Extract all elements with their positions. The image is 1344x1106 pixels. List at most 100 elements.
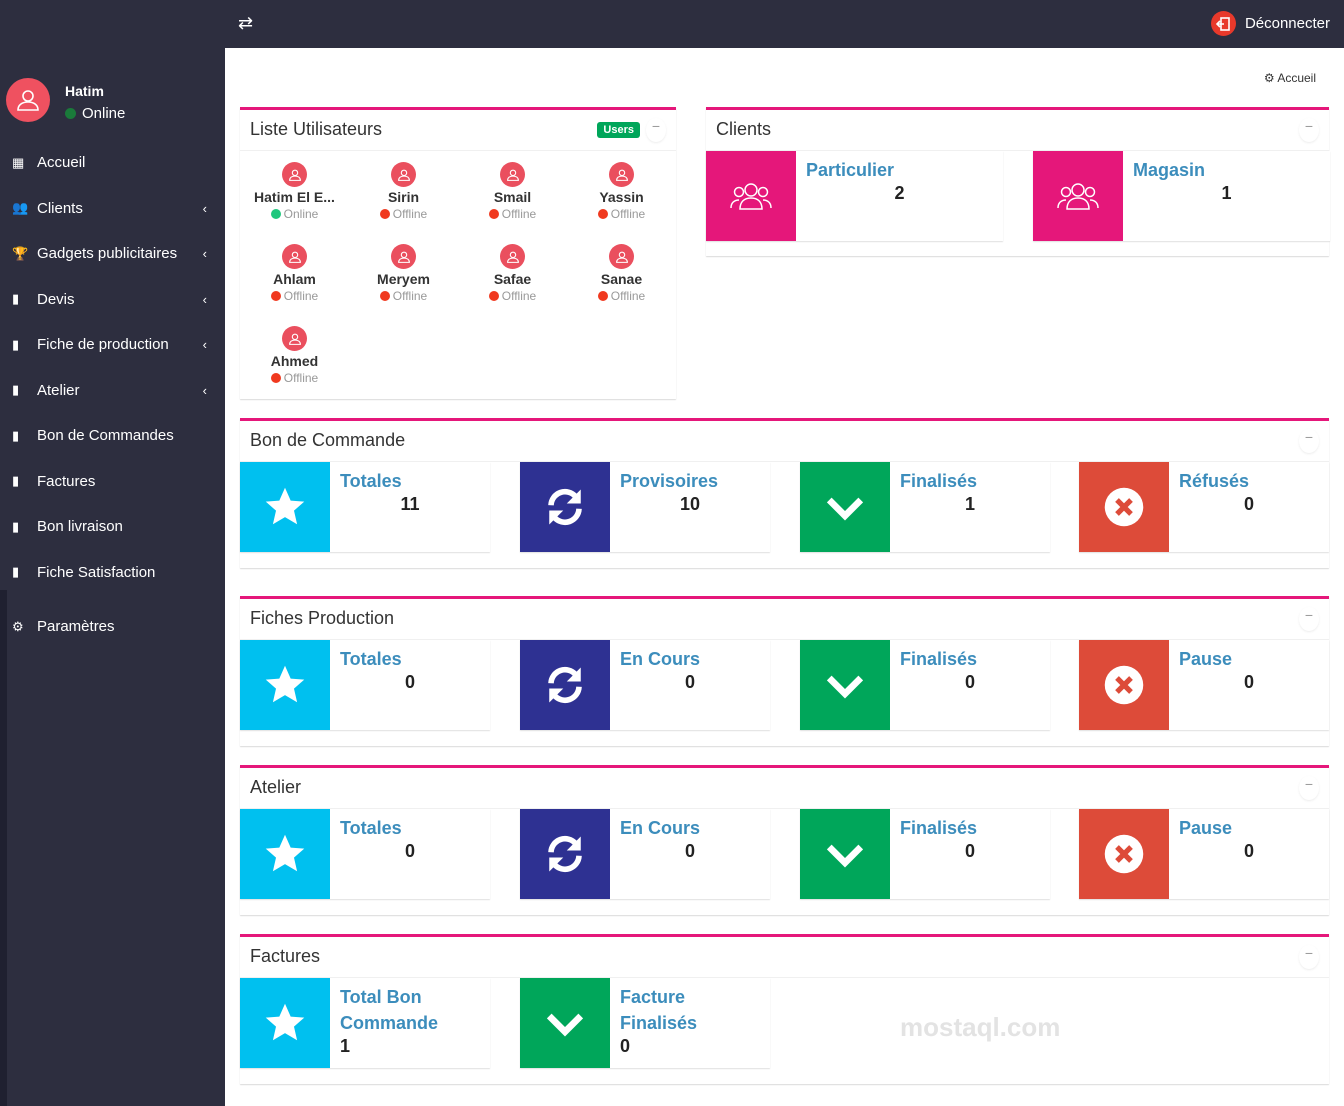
- user-card[interactable]: Hatim El E... Online: [240, 159, 349, 241]
- sidebar-item-accueil[interactable]: ▦ Accueil: [0, 140, 225, 186]
- info-box-value: 0: [964, 841, 975, 861]
- sidebar-item-label: Fiche de production: [37, 336, 169, 354]
- user-avatar-icon: [500, 244, 525, 269]
- user-status: Online: [82, 105, 126, 122]
- info-box-value: 0: [1243, 494, 1254, 514]
- th-icon: ▦: [12, 154, 25, 170]
- info-box[interactable]: Finalisés 1: [800, 462, 1050, 552]
- info-box[interactable]: Réfusés 0: [1079, 462, 1329, 552]
- box-title: Clients: [716, 119, 772, 139]
- star-icon: [240, 462, 330, 552]
- check-icon: [520, 978, 610, 1068]
- info-box-value: 2: [894, 183, 905, 203]
- user-avatar-icon: [282, 326, 307, 351]
- info-box[interactable]: Magasin 1: [1033, 151, 1330, 241]
- info-box[interactable]: Provisoires 10: [520, 462, 770, 552]
- collapse-button[interactable]: −: [1299, 776, 1319, 800]
- info-box-value: 0: [684, 672, 695, 692]
- info-box-label: Finalisés: [900, 471, 978, 491]
- info-box[interactable]: Pause 0: [1079, 640, 1329, 730]
- collapse-button[interactable]: −: [1299, 607, 1319, 631]
- info-box-label: Finalisés: [900, 818, 978, 838]
- collapse-button[interactable]: −: [1299, 429, 1319, 453]
- sidebar-item-factures[interactable]: ▮ Factures: [0, 459, 225, 505]
- user-card[interactable]: Sirin Offline: [349, 159, 458, 241]
- info-box-label: Provisoires: [620, 471, 719, 491]
- user-card[interactable]: Ahlam Offline: [240, 241, 349, 323]
- check-icon: [800, 462, 890, 552]
- trophy-icon: 🏆: [12, 245, 29, 261]
- logout-button[interactable]: Déconnecter: [1210, 11, 1330, 36]
- online-status-icon: [65, 108, 76, 119]
- collapse-button[interactable]: −: [1299, 945, 1319, 969]
- user-card[interactable]: Meryem Offline: [349, 241, 458, 323]
- sidebar-item-devis[interactable]: ▮ Devis ‹: [0, 277, 225, 323]
- user-name: Sirin: [387, 189, 420, 205]
- star-icon: [240, 809, 330, 899]
- refresh-icon: [520, 640, 610, 730]
- dashboard-icon: ⚙: [1263, 71, 1275, 85]
- info-box[interactable]: Totales 0: [240, 809, 490, 899]
- info-box[interactable]: En Cours 0: [520, 809, 770, 899]
- check-icon: [800, 640, 890, 730]
- info-box-value: 0: [1243, 841, 1254, 861]
- chevron-left-icon: ‹: [202, 291, 207, 307]
- chevron-left-icon: ‹: [202, 337, 207, 353]
- user-status: Offline: [392, 289, 428, 303]
- sidebar-toggle-icon[interactable]: ⇄: [238, 13, 254, 33]
- sidebar-item-label: Clients: [37, 199, 83, 217]
- sidebar-item-label: Factures: [37, 472, 96, 490]
- user-avatar-icon: [282, 244, 307, 269]
- user-card[interactable]: Smail Offline: [458, 159, 567, 241]
- status-dot-icon: [270, 291, 281, 301]
- info-box[interactable]: Pause 0: [1079, 809, 1329, 899]
- collapse-button[interactable]: −: [646, 118, 666, 142]
- file-icon: ▮: [12, 564, 20, 580]
- breadcrumb[interactable]: ⚙ Accueil: [1264, 71, 1316, 85]
- user-card[interactable]: Safae Offline: [458, 241, 567, 323]
- sidebar-item-bon-de-commandes[interactable]: ▮ Bon de Commandes: [0, 413, 225, 459]
- user-name: Hatim: [65, 83, 104, 99]
- user-panel: Hatim Online: [6, 78, 125, 122]
- info-box[interactable]: Particulier 2: [706, 151, 1003, 241]
- sidebar-item-bon-livraison[interactable]: ▮ Bon livraison: [0, 504, 225, 550]
- file-icon: ▮: [12, 291, 20, 307]
- sidebar-item-atelier[interactable]: ▮ Atelier ‹: [0, 368, 225, 414]
- sidebar-edge: [0, 590, 7, 1106]
- file-icon: ▮: [12, 336, 20, 352]
- sidebar-item-fiche-satisfaction[interactable]: ▮ Fiche Satisfaction: [0, 550, 225, 596]
- box-title: Factures: [250, 946, 321, 966]
- user-status: Offline: [501, 207, 537, 221]
- sidebar-item-param-tres[interactable]: ⚙ Paramètres: [0, 604, 225, 650]
- info-box[interactable]: Finalisés 0: [800, 809, 1050, 899]
- collapse-button[interactable]: −: [1299, 118, 1319, 142]
- info-box[interactable]: Totales 0: [240, 640, 490, 730]
- user-card[interactable]: Yassin Offline: [567, 159, 676, 241]
- user-card[interactable]: Sanae Offline: [567, 241, 676, 323]
- user-status: Offline: [610, 207, 646, 221]
- users-group-icon: [1033, 151, 1123, 241]
- users-badge: Users: [597, 122, 640, 138]
- file-icon: ▮: [12, 518, 20, 534]
- user-status: Offline: [283, 371, 319, 385]
- chevron-left-icon: ‹: [202, 382, 207, 398]
- refresh-icon: [520, 809, 610, 899]
- sidebar-item-fiche-de-production[interactable]: ▮ Fiche de production ‹: [0, 322, 225, 368]
- users-group-icon: [706, 151, 796, 241]
- info-box-label: Magasin: [1133, 160, 1206, 180]
- sidebar-item-gadgets-publicitaires[interactable]: 🏆 Gadgets publicitaires ‹: [0, 231, 225, 277]
- info-box[interactable]: Total Bon Commande 1: [240, 978, 490, 1068]
- user-status: Offline: [501, 289, 537, 303]
- info-box-label: Pause: [1179, 818, 1233, 838]
- user-name: Safae: [493, 271, 532, 287]
- user-card[interactable]: Ahmed Offline: [240, 323, 349, 405]
- info-box-label: Totales: [340, 649, 402, 669]
- user-name: Sanae: [600, 271, 643, 287]
- sidebar-item-clients[interactable]: 👥 Clients ‹: [0, 186, 225, 232]
- info-box[interactable]: Finalisés 0: [800, 640, 1050, 730]
- info-box[interactable]: Facture Finalisés 0: [520, 978, 770, 1068]
- info-box[interactable]: Totales 11: [240, 462, 490, 552]
- info-box[interactable]: En Cours 0: [520, 640, 770, 730]
- box-title: Atelier: [250, 777, 302, 797]
- users-list-box: Liste Utilisateurs Users − Hatim El E...…: [240, 107, 676, 399]
